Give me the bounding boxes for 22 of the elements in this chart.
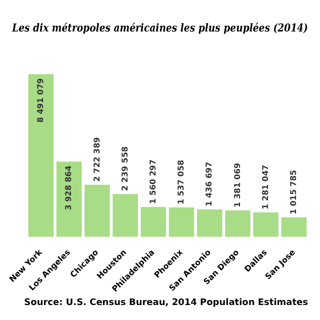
data-label: 3 928 864 (64, 165, 74, 210)
data-label: 2 239 558 (120, 146, 130, 191)
data-label: 1 436 697 (204, 162, 214, 206)
data-label: 8 491 079 (36, 78, 46, 123)
data-label: 1 281 047 (260, 164, 270, 210)
data-label: 2 722 389 (92, 136, 102, 182)
bar (112, 194, 138, 237)
data-label: 1 381 069 (232, 162, 242, 208)
bar (196, 209, 222, 237)
bar (84, 184, 110, 237)
data-label: 1 537 058 (176, 159, 186, 204)
bar (140, 206, 166, 237)
data-label: 1 015 785 (289, 169, 298, 214)
bar (56, 162, 82, 237)
bar (253, 212, 278, 237)
bar (28, 74, 54, 237)
data-label: 1 560 297 (148, 159, 158, 204)
bar (168, 207, 194, 237)
bar (225, 210, 250, 237)
source-note: Source: U.S. Census Bureau, 2014 Population Estimates (24, 298, 308, 308)
bar (281, 217, 307, 237)
chart-title: Les dix métropoles américaines les plus peuplées (2014) (11, 22, 308, 35)
